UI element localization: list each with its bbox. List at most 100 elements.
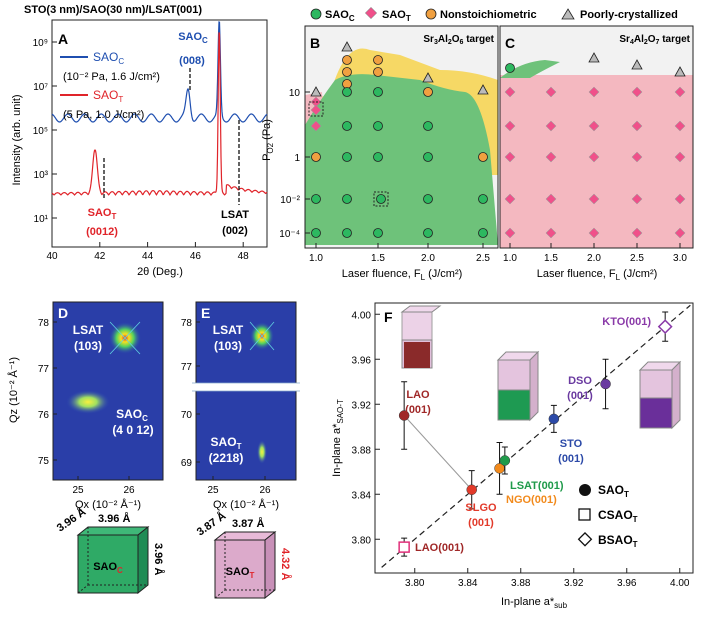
panel-b-xlabel: Laser fluence, FL (J/cm²) <box>342 268 463 282</box>
b-ytick-label: 10⁻⁴ <box>279 229 300 240</box>
panel-b-letter: B <box>310 35 320 51</box>
a-xtick-label: 46 <box>190 251 202 262</box>
spot-lsat-d-hkl: (103) <box>74 339 102 353</box>
panel-a-xlabel: 2θ (Deg.) <box>137 266 183 278</box>
legend-saoc: SAOC <box>93 50 124 66</box>
d-ytick-label: 75 <box>38 456 50 467</box>
a-xtick-label: 44 <box>142 251 154 262</box>
a-xtick-label: 48 <box>238 251 250 262</box>
f-xtick-label: 3.88 <box>511 578 531 589</box>
panel-e-x-ticks: 25 26 <box>207 476 271 496</box>
saoc-marker <box>423 152 433 162</box>
peak-label-saot-hkl: (0012) <box>86 226 118 238</box>
panel-c-x-ticks: 1.0 1.5 2.0 2.5 3.0 <box>503 243 687 264</box>
nonstoich-marker <box>342 55 352 65</box>
e-ytick-label: 70 <box>181 410 193 421</box>
panel-d-ylabel: Qz (10⁻² Å⁻¹) <box>7 357 20 423</box>
nonstoich-marker <box>373 55 383 65</box>
region-saoc <box>305 74 498 245</box>
f-xtick-label: 3.96 <box>617 578 637 589</box>
label-sto: STO <box>560 438 583 450</box>
saoc-marker <box>423 121 433 131</box>
legend-phase-poor: Poorly-crystallized <box>580 9 678 21</box>
spot-saoc-d: SAOC <box>116 407 148 423</box>
saoc-marker <box>311 194 321 204</box>
panel-d-map <box>52 301 164 481</box>
f-ytick-label: 3.88 <box>352 445 372 456</box>
panel-a-ylabel: Intensity (arb. unit) <box>11 94 23 185</box>
panel-d-letter: D <box>58 305 68 321</box>
f-legend-csaot: CSAOT <box>598 508 638 524</box>
label-lao: LAO <box>406 389 430 401</box>
poor-marker <box>477 84 489 95</box>
b-ytick-label: 10 <box>289 88 301 99</box>
panel-a-x-ticks: 40 42 44 46 48 <box>46 242 249 262</box>
data-point <box>499 455 511 466</box>
poor-marker <box>674 66 686 77</box>
spot-lsat-e: LSAT <box>213 323 244 337</box>
cube-dso <box>638 360 682 430</box>
c-xtick-label: 1.5 <box>544 253 558 264</box>
data-point <box>600 378 611 390</box>
saot-marker <box>631 193 643 205</box>
poor-marker <box>341 41 353 52</box>
cube-saoc <box>76 525 150 595</box>
saot-marker <box>504 193 516 205</box>
saoc-xrd-curve <box>51 21 268 123</box>
label-dso-2: (001) <box>567 390 593 402</box>
b-ytick-label: 1 <box>294 153 300 164</box>
saoc-marker <box>342 194 352 204</box>
panel-b-y-ticks: 10 1 10⁻² 10⁻⁴ <box>279 88 310 240</box>
region-saoc-c <box>500 60 560 78</box>
saoc-marker <box>423 194 433 204</box>
saot-marker <box>504 151 516 163</box>
nonstoich-marker <box>478 152 488 162</box>
data-point <box>657 319 673 335</box>
saoc-marker <box>373 121 383 131</box>
saot-marker <box>504 227 516 239</box>
nonstoich-marker <box>423 87 433 97</box>
legend-phase-saoc: SAOC <box>325 9 355 23</box>
region-saot-c <box>500 75 693 248</box>
panel-c-target: Sr4Al2O7 target <box>619 34 690 46</box>
panel-a-frame <box>51 19 268 248</box>
cube-saoc-b: 3.96 Å <box>98 512 130 525</box>
panel-c: C Sr4Al2O7 target 1.0 1.5 2.0 2.5 3.0 Laser … <box>499 25 694 282</box>
saot-marker <box>545 151 557 163</box>
e-ytick-label: 78 <box>181 318 193 329</box>
panel-a: STO(3 nm)/SAO(30 nm)/LSAT(001) A 10⁹10⁷1… <box>11 4 268 278</box>
panel-e-xlabel: Qx (10⁻² Å⁻¹) <box>213 498 279 511</box>
c-xtick-label: 3.0 <box>673 253 687 264</box>
f-ytick-label: 3.84 <box>352 490 372 501</box>
peak-label-saot: SAOT <box>88 207 117 221</box>
label-dso: DSO <box>568 375 592 387</box>
panel-d-x-ticks: 25 26 <box>72 476 135 496</box>
data-point <box>398 410 410 421</box>
saot-marker <box>588 193 600 205</box>
e-ytick-label: 77 <box>181 362 193 373</box>
nonstoich-marker <box>342 67 352 77</box>
f-xtick-label: 3.80 <box>405 578 425 589</box>
spot-lsat-d: LSAT <box>73 323 104 337</box>
data-point <box>548 413 560 425</box>
a-ytick-label: 10⁷ <box>33 82 48 93</box>
saoc-marker <box>342 87 352 97</box>
cube-saot-b: 3.87 Å <box>232 517 264 530</box>
poor-marker <box>422 72 434 83</box>
spot-saot-e-hkl: (2218) <box>209 451 244 465</box>
panel-f-x-ticks: 3.80 3.84 3.88 3.92 3.96 4.00 <box>405 568 690 589</box>
saot-marker <box>588 86 600 98</box>
label-lao-2: (001) <box>405 404 431 416</box>
f-ytick-label: 3.92 <box>352 400 372 411</box>
saoc-marker <box>342 228 352 238</box>
label-kto: KTO(001) <box>602 316 651 328</box>
peak-label-saoc: SAOC <box>178 31 208 45</box>
saot-marker <box>674 120 686 132</box>
nonstoich-marker <box>311 152 321 162</box>
e-xtick-label: 26 <box>259 485 271 496</box>
peak-label-saoc-hkl: (008) <box>179 55 205 67</box>
saoc-marker <box>311 228 321 238</box>
cube-lao <box>400 305 442 369</box>
saot-marker <box>631 86 643 98</box>
